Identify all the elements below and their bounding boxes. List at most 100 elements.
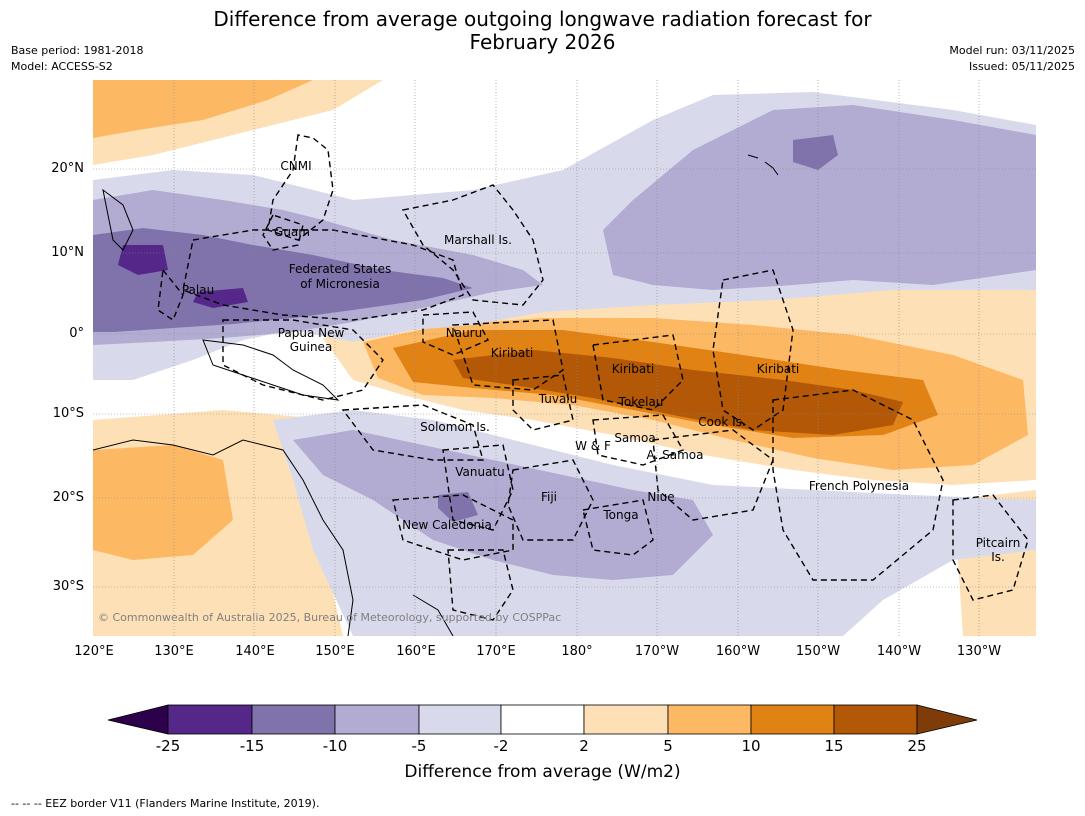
anomaly-neg-10-15-hawaii [793,135,838,170]
lon-tick-120e: 120°E [74,644,114,659]
eez-border-tuvalu [512,374,574,431]
label-cnmi: CNMI [280,159,311,173]
colorbar-label-neg5: -5 [411,737,427,755]
copyright-notice: © Commonwealth of Australia 2025, Bureau… [98,611,561,624]
lon-tick-170w: 170°W [634,644,680,659]
label-kiribati-east: Kiribati [757,362,799,376]
eez-border-vanuatu [442,444,514,531]
eez-border-french-polynesia [772,389,944,581]
colorbar-bin-neg5-neg2 [418,704,502,735]
label-niue: Niue [647,490,674,504]
colorbar-label-pos15: 15 [824,737,844,755]
colorbar-bin-pos2-5 [583,704,669,735]
lon-tick-150e: 150°E [315,644,355,659]
colorbar-label-neg2: -2 [493,737,509,755]
meta-right: Model run: 03/11/2025 Issued: 05/11/2025 [949,43,1075,75]
philippines-coast [102,188,134,251]
eez-border-nz [447,549,514,621]
eez-border-png [222,319,384,401]
eez-border-kiribati-gilbert [452,319,564,391]
label-nauru: Nauru [446,326,482,340]
label-kiribati-west: Kiribati [491,346,533,360]
colorbar-bin-pos10-15 [750,704,835,735]
lon-tick-180: 180° [561,644,593,659]
lon-tick-130e: 130°E [154,644,194,659]
colorbar-bin-pos5-10 [667,704,752,735]
anomaly-neg-5-10-northeast [603,105,1036,290]
label-guam: Guam [274,225,310,239]
anomaly-neg-15-25-micronesia [193,288,248,308]
eez-border-cnmi [267,134,334,241]
label-cook: Cook Is. [698,415,745,429]
label-wf: W & F [575,439,611,453]
label-samoa: Samoa [614,431,655,445]
lat-tick-20s: 20°S [52,490,84,505]
colorbar-extend-low [107,704,169,735]
eez-border-nauru [422,311,489,356]
meta-left: Base period: 1981-2018 Model: ACCESS-S2 [11,43,143,75]
colorbar-label-neg10: -10 [322,737,348,755]
eez-border-marshall [401,184,544,306]
eez-border-pitcairn [952,494,1029,601]
colorbar-extend-high [916,704,978,735]
lon-tick-160e: 160°E [396,644,436,659]
title-line-2: February 2026 [469,30,616,54]
anomaly-neg-10-15-west-pacific [93,228,473,332]
label-pitcairn-1: Pitcairn [976,536,1021,550]
anomaly-neg-10-15-new-caledonia [438,492,478,522]
label-palau: Palau [182,283,214,297]
colorbar-label-pos25: 25 [907,737,927,755]
lat-tick-20n: 20°N [51,161,84,176]
lat-tick-10n: 10°N [51,245,84,260]
label-marshall: Marshall Is. [444,233,512,247]
lon-tick-160w: 160°W [715,644,761,659]
issued-date: Issued: 05/11/2025 [968,60,1075,73]
model-run: Model run: 03/11/2025 [949,44,1075,57]
title-line-1: Difference from average outgoing longwav… [213,7,872,31]
colorbar [107,704,978,735]
colorbar-bin-neg15-neg10 [251,704,336,735]
eez-border-solomon [341,404,484,461]
label-fiji: Fiji [541,490,557,504]
colorbar-bin-neg10-neg5 [334,704,420,735]
label-png-2: Guinea [290,340,333,354]
gridlines [93,80,1036,636]
label-kiribati-central: Kiribati [612,362,654,376]
anomaly-neg-15-25-palau [118,245,168,275]
lat-tick-30s: 30°S [52,579,84,594]
map-panel: CNMI Guam Marshall Is. Federated States … [93,80,1036,636]
colorbar-label-neg25: -25 [155,737,181,755]
eez-border-samoa [592,414,685,466]
anomaly-pos-15-25 [453,350,903,435]
lon-tick-170e: 170°E [476,644,516,659]
chart-title: Difference from average outgoing longwav… [0,8,1085,54]
lon-tick-150w: 150°W [795,644,841,659]
eez-border-palau [157,268,184,322]
hawaii-islands [747,154,779,176]
label-vanuatu: Vanuatu [455,465,505,479]
papua-new-guinea-coast [202,339,340,401]
colorbar-label-pos10: 10 [741,737,761,755]
eez-border-guam [262,214,304,251]
eez-border-fsm [182,229,464,321]
eez-border-new-caledonia [392,494,514,561]
colorbar-bin-lt-neg15 [167,704,253,735]
anomaly-pos-5-10-north [93,80,313,138]
base-period: Base period: 1981-2018 [11,44,144,57]
eez-border-cook [652,429,774,521]
label-png-1: Papua New [278,326,345,340]
eez-footnote: -- -- -- EEZ border V11 (Flanders Marine… [11,797,320,810]
eez-border-tonga [582,499,654,556]
label-tokelau: Tokelau [618,395,664,409]
lon-tick-140w: 140°W [876,644,922,659]
colorbar-bin-pos15-25 [833,704,918,735]
lat-tick-0: 0° [69,326,84,341]
anomaly-neg-5-10-south [293,430,713,580]
colorbar-title: Difference from average (W/m2) [404,762,681,782]
label-solomon: Solomon Is. [420,420,490,434]
lat-tick-10s: 10°S [52,406,84,421]
eez-border-fiji [507,459,594,541]
model-name: Model: ACCESS-S2 [11,60,113,73]
lon-tick-140e: 140°E [235,644,275,659]
label-amsamoa: A. Samoa [647,448,704,462]
